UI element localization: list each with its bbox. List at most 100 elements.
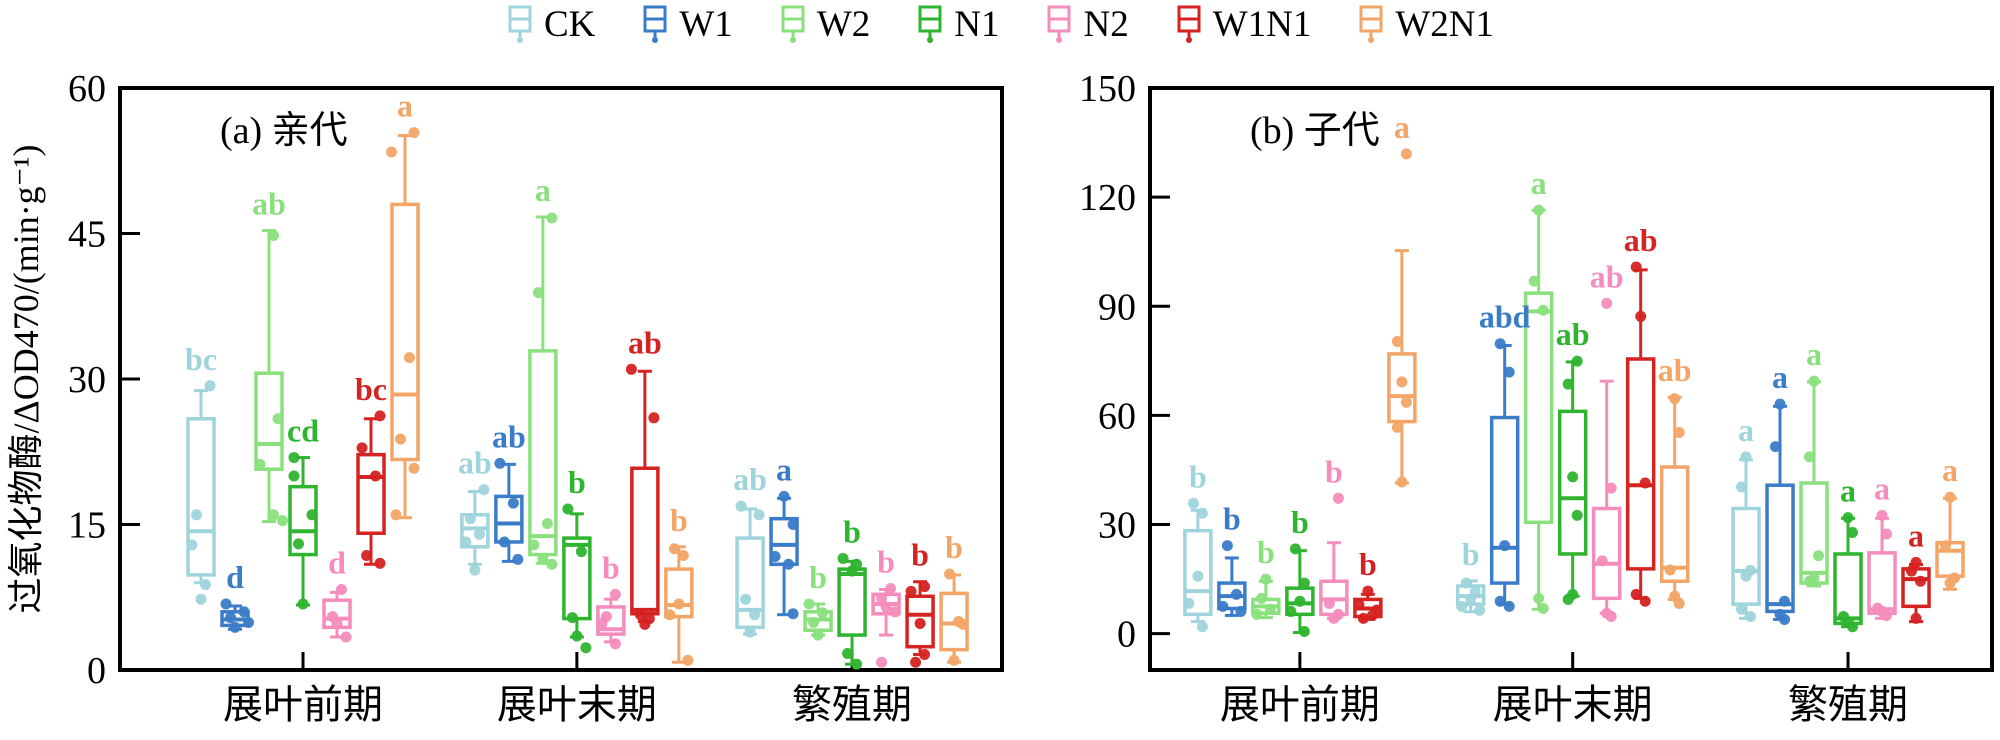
significance-letter: b [843,513,861,549]
significance-letter: ab [733,461,767,497]
box-W1-繁殖期 [769,496,799,617]
data-point [1779,595,1791,607]
data-point [778,490,790,502]
data-point [473,528,485,540]
data-point [1260,573,1272,585]
data-point [957,618,969,630]
data-point [1217,600,1229,612]
data-point [1289,543,1301,555]
data-point [885,583,897,595]
data-point [1605,611,1617,623]
data-point [243,616,255,628]
data-point [851,658,863,670]
box-W1-展叶末期 [494,462,524,563]
data-point [1842,512,1854,524]
data-point [532,287,544,299]
box-N1-繁殖期 [837,559,867,666]
data-point [682,654,694,666]
data-point [1630,588,1642,600]
data-point [537,552,549,564]
data-point [876,656,888,668]
data-point [1499,540,1511,552]
data-point [808,616,820,628]
data-point [634,609,646,621]
data-point [1562,593,1574,605]
data-point [293,538,305,550]
data-point [609,638,621,650]
x-tick-label: 展叶末期 [497,682,657,727]
data-point [914,617,926,629]
data-point [1285,605,1297,617]
significance-letter: ab [1658,352,1692,388]
data-point [1332,492,1344,504]
significance-letter: a [1531,165,1547,201]
significance-letter: b [568,464,586,500]
legend-label: W1N1 [1212,3,1312,45]
data-point [386,146,398,158]
significance-letter: a [1806,336,1822,372]
data-point [1813,550,1825,562]
panel-frame [118,86,1004,672]
significance-letter: a [1908,517,1924,553]
data-point [1630,261,1642,273]
significance-letter: a [1394,109,1410,145]
iqr-box [1901,567,1931,609]
box-W1N1-展叶末期 [630,369,660,623]
box-N1-展叶前期 [1285,549,1315,635]
data-point [408,462,420,474]
significance-letter: b [670,502,688,538]
iqr-box [1867,551,1897,616]
legend-boxplot-icon [508,5,532,43]
y-tick-label: 30 [68,359,106,401]
data-point [905,585,917,597]
data-point [340,631,352,643]
data-point [596,617,608,629]
y-tick-label: 60 [1098,395,1136,437]
data-point [677,550,689,562]
data-point [1740,570,1752,582]
box-layer [1183,208,1965,635]
data-point [1910,556,1922,568]
legend-label: W2 [816,3,871,45]
data-point [817,607,829,619]
data-point [1881,609,1893,621]
box-W2N1-展叶前期 [390,134,420,520]
data-point [1456,600,1468,612]
data-point [1298,577,1310,589]
data-point [1804,451,1816,463]
significance-letter: ab [252,186,286,222]
data-point [1944,577,1956,589]
significance-letter: bc [355,371,387,407]
data-point [1528,275,1540,287]
data-point [562,503,574,515]
iqr-box [1625,357,1656,571]
x-tick-label: 繁殖期 [1788,682,1908,727]
significance-letter: b [809,559,827,595]
significance-letter: cd [287,413,319,449]
legend-label: N2 [1083,3,1129,45]
data-point [919,581,931,593]
data-point [220,598,232,610]
box-W1-展叶末期 [1489,344,1520,606]
data-point [1605,482,1617,494]
data-point [1847,527,1859,539]
legend-label: N1 [954,3,1000,45]
significance-letter: bc [185,341,217,377]
data-point [1876,509,1888,521]
data-point [254,458,266,470]
data-point [460,536,472,548]
legend-boxplot-icon [1177,5,1201,43]
data-point [1251,608,1263,620]
iqr-box [1731,506,1761,606]
data-point [331,617,343,629]
data-point [507,497,519,509]
x-tick-label: 繁殖期 [792,682,912,727]
data-point [1196,507,1208,519]
data-point [803,598,815,610]
data-point [408,127,420,139]
data-point [1494,338,1506,350]
data-point [1264,603,1276,615]
